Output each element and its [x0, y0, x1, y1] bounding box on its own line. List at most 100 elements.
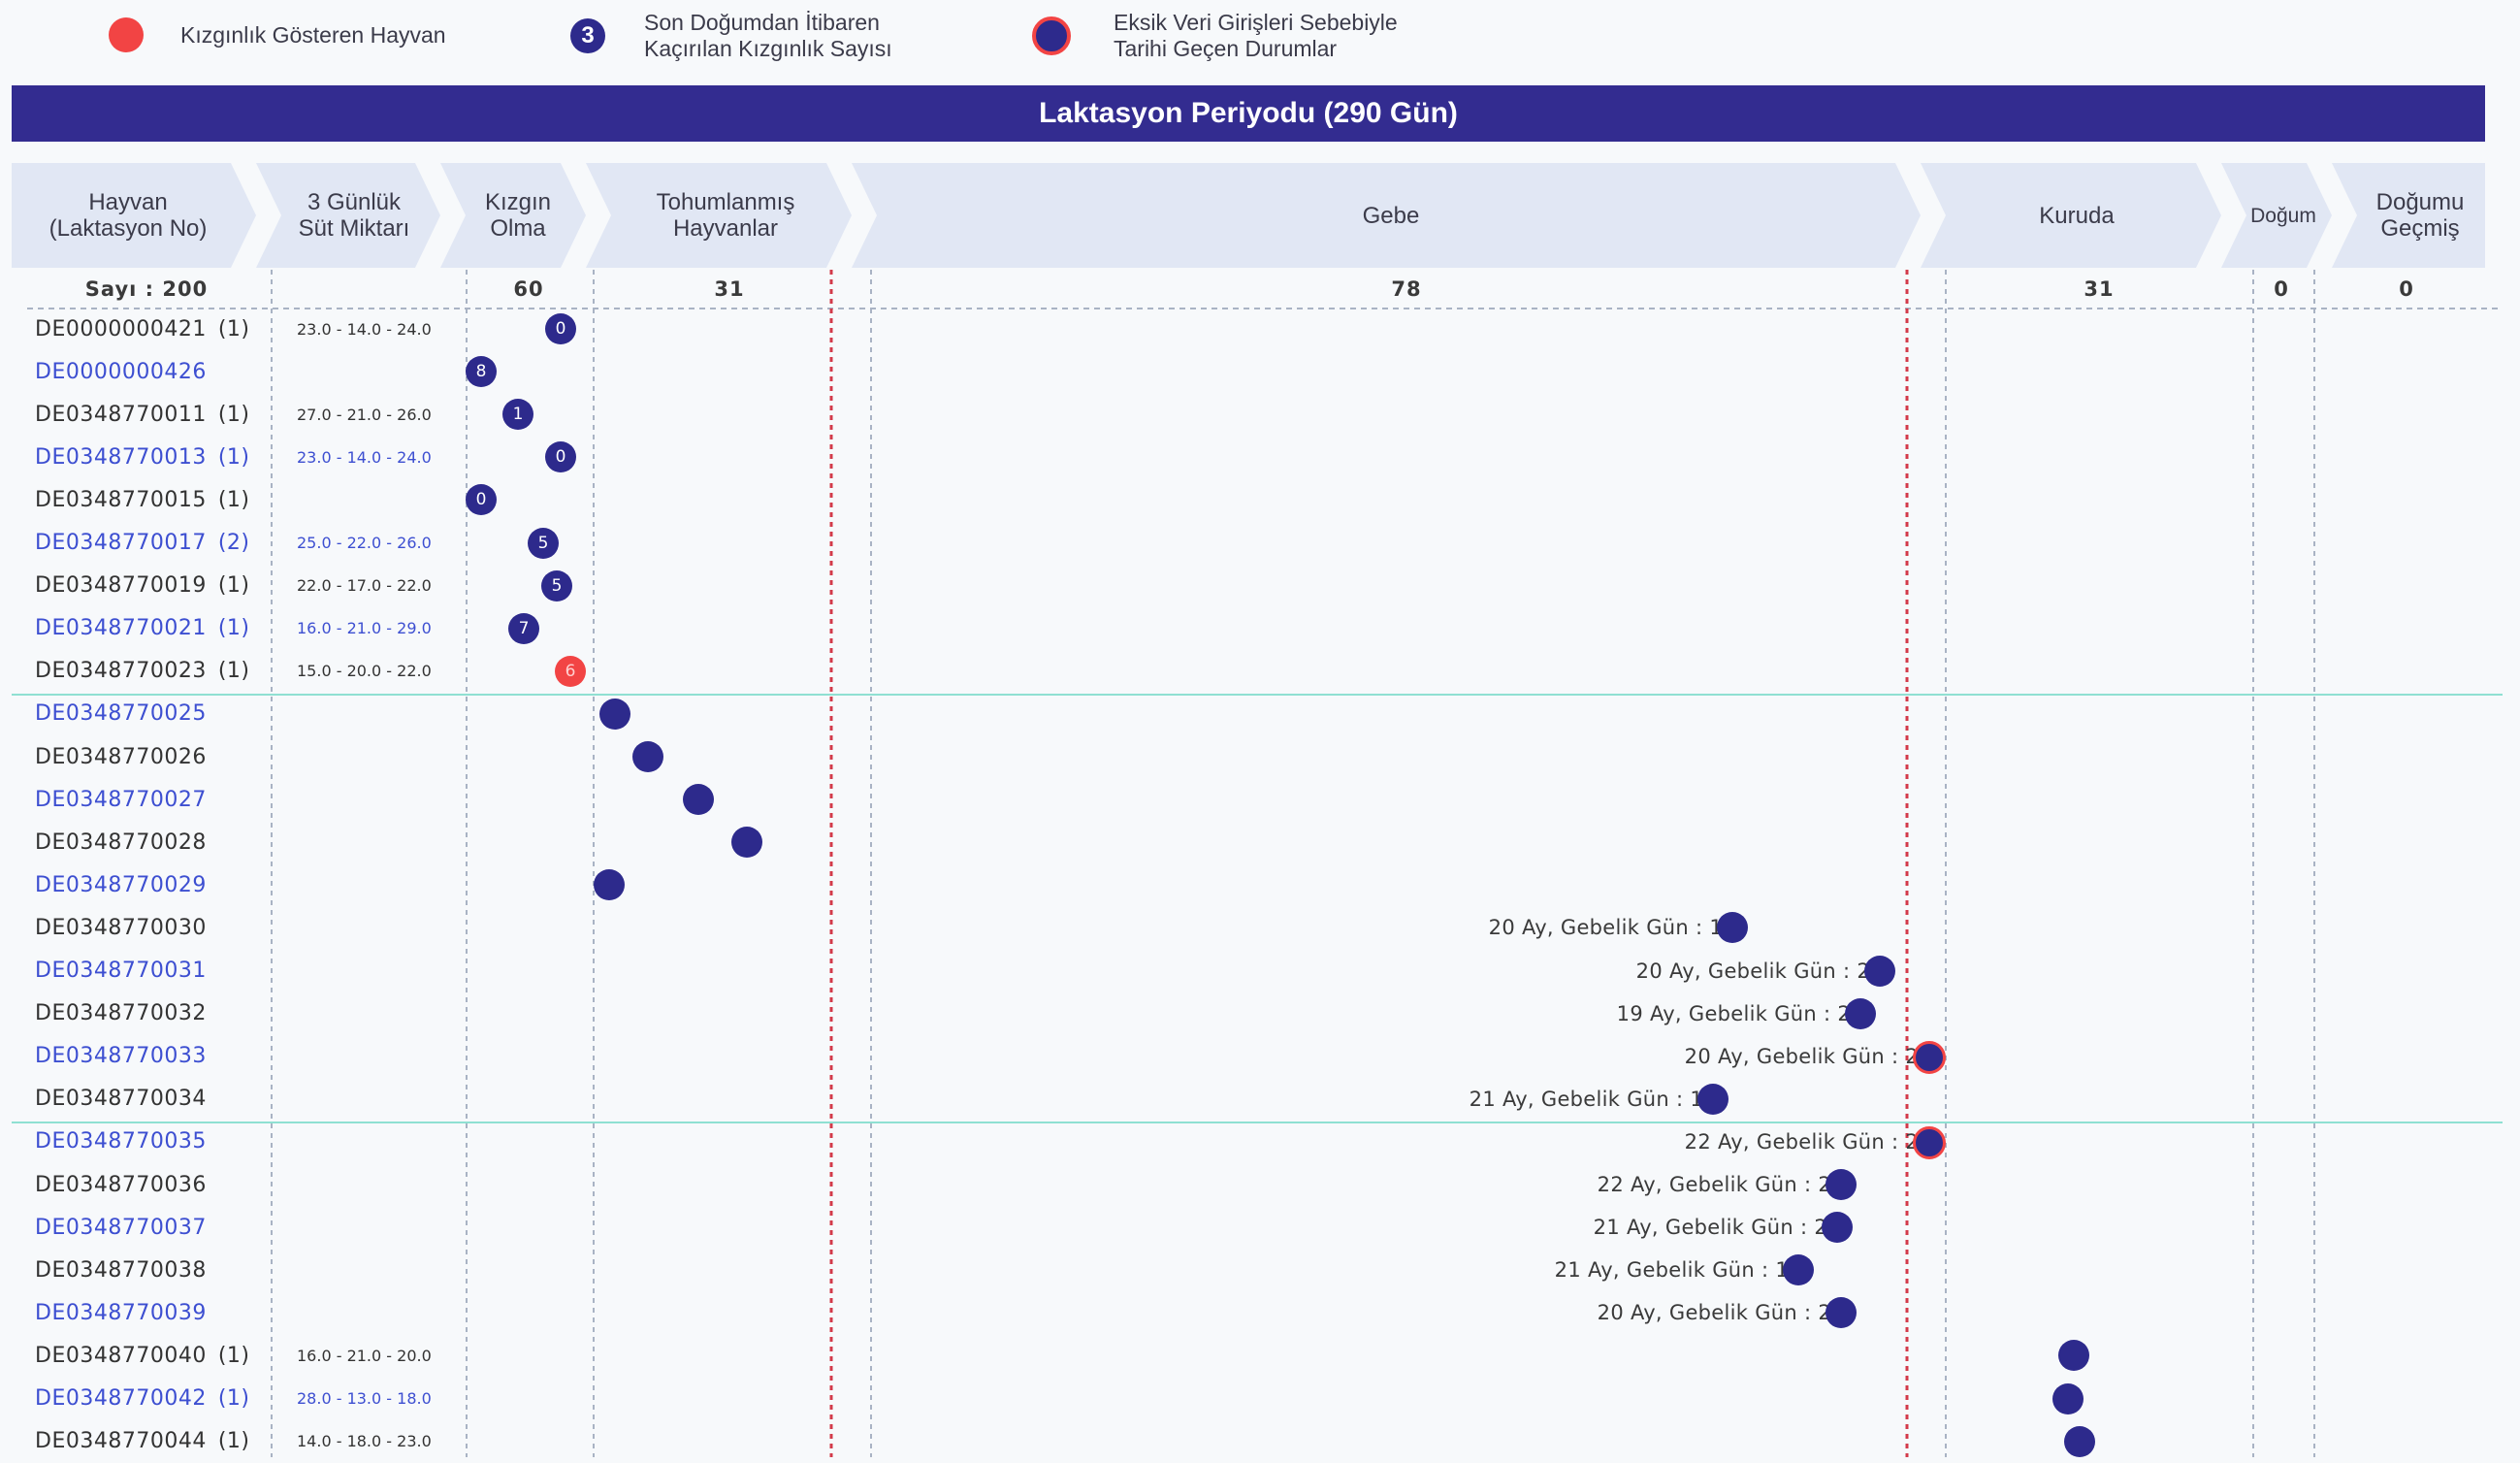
- table-row[interactable]: DE0348770021 (1) 16.0 - 21.0 - 29.0 7: [0, 607, 2520, 650]
- table-row[interactable]: DE0348770019 (1) 22.0 - 17.0 - 22.0 5: [0, 565, 2520, 607]
- missed-heat-count-marker[interactable]: 0: [545, 313, 576, 344]
- animal-id-link[interactable]: DE0348770038: [35, 1249, 207, 1291]
- lactation-number: (1): [217, 1343, 250, 1368]
- animal-id-link[interactable]: DE0348770037: [35, 1206, 207, 1249]
- animal-id-link[interactable]: DE0348770019 (1): [35, 565, 249, 607]
- missed-heat-count-marker[interactable]: 0: [466, 484, 497, 516]
- table-row[interactable]: DE0348770042 (1) 28.0 - 13.0 - 18.0: [0, 1378, 2520, 1420]
- status-marker[interactable]: [1864, 955, 1895, 987]
- table-row[interactable]: DE0348770036 22 Ay, Gebelik Gün : 2: [0, 1163, 2520, 1206]
- missed-heat-count-marker[interactable]: 8: [466, 356, 497, 388]
- status-marker[interactable]: [1822, 1212, 1853, 1244]
- milk-amount: 16.0 - 21.0 - 29.0: [297, 619, 432, 638]
- status-marker[interactable]: [2064, 1425, 2095, 1457]
- table-row[interactable]: DE0348770031 20 Ay, Gebelik Gün : 2: [0, 950, 2520, 992]
- animal-id-link[interactable]: DE0348770036: [35, 1163, 207, 1206]
- animal-id-link[interactable]: DE0348770042 (1): [35, 1378, 249, 1420]
- animal-id-link[interactable]: DE0348770023 (1): [35, 650, 249, 693]
- animal-id-link[interactable]: DE0348770011 (1): [35, 393, 249, 436]
- overdue-dot-icon: [1032, 16, 1071, 55]
- inseminated-count: 31: [714, 277, 745, 301]
- status-marker[interactable]: [1825, 1297, 1857, 1329]
- animal-id-link[interactable]: DE0348770013 (1): [35, 436, 249, 478]
- overdue-marker[interactable]: [1913, 1040, 1946, 1074]
- status-marker[interactable]: [599, 698, 630, 730]
- animal-id-link[interactable]: DE0348770031: [35, 950, 207, 992]
- table-row[interactable]: DE0348770038 21 Ay, Gebelik Gün : 1: [0, 1249, 2520, 1291]
- status-marker[interactable]: [1783, 1254, 1814, 1286]
- missed-heat-count-marker[interactable]: 5: [528, 527, 559, 559]
- stage-birth-shape: [2221, 163, 2332, 268]
- animal-id-link[interactable]: DE0348770015 (1): [35, 478, 249, 521]
- animal-id-link[interactable]: DE0000000421 (1): [35, 308, 249, 350]
- status-marker[interactable]: [1845, 997, 1876, 1029]
- table-row[interactable]: DE0348770025: [0, 693, 2520, 735]
- animal-id: DE0348770013: [35, 444, 207, 470]
- pregnancy-info: 22 Ay, Gebelik Gün : 2: [1597, 1173, 1831, 1196]
- table-row[interactable]: DE0348770039 20 Ay, Gebelik Gün : 2: [0, 1291, 2520, 1334]
- table-row[interactable]: DE0348770013 (1) 23.0 - 14.0 - 24.0 0: [0, 436, 2520, 478]
- animal-id-link[interactable]: DE0348770027: [35, 778, 207, 821]
- animal-id-link[interactable]: DE0348770026: [35, 735, 207, 778]
- animal-id-link[interactable]: DE0348770039: [35, 1291, 207, 1334]
- animal-id-link[interactable]: DE0348770029: [35, 863, 207, 906]
- table-row[interactable]: DE0348770017 (2) 25.0 - 22.0 - 26.0 5: [0, 522, 2520, 565]
- animal-id-link[interactable]: DE0348770033: [35, 1035, 207, 1078]
- status-marker[interactable]: [1697, 1083, 1728, 1115]
- legend: Kızgınlık Gösteren Hayvan 3 Son Doğumdan…: [0, 0, 2520, 85]
- animal-id-link[interactable]: DE0348770040 (1): [35, 1334, 249, 1377]
- animal-id-link[interactable]: DE0348770025: [35, 693, 207, 735]
- table-row[interactable]: DE0000000426 8: [0, 350, 2520, 393]
- legend-overdue-line1: Eksik Veri Girişleri Sebebiyle: [1114, 10, 1398, 35]
- status-marker[interactable]: [683, 784, 714, 816]
- table-row[interactable]: DE0000000421 (1) 23.0 - 14.0 - 24.0 0: [0, 308, 2520, 350]
- missed-heat-count-marker[interactable]: 7: [508, 612, 539, 644]
- table-row[interactable]: DE0348770032 19 Ay, Gebelik Gün : 2: [0, 992, 2520, 1035]
- animal-id-link[interactable]: DE0348770044 (1): [35, 1420, 249, 1463]
- table-row[interactable]: DE0348770030 20 Ay, Gebelik Gün : 1: [0, 906, 2520, 949]
- table-row[interactable]: DE0348770026: [0, 735, 2520, 778]
- milk-amount: 22.0 - 17.0 - 22.0: [297, 576, 432, 596]
- animal-id-link[interactable]: DE0348770028: [35, 821, 207, 863]
- stage-inseminated: Tohumlanmış Hayvanlar: [656, 189, 795, 242]
- animal-id: DE0348770042: [35, 1386, 207, 1411]
- table-row[interactable]: DE0348770037 21 Ay, Gebelik Gün : 2: [0, 1206, 2520, 1249]
- heat-count: 60: [513, 277, 544, 301]
- animal-id-link[interactable]: DE0348770021 (1): [35, 607, 249, 650]
- table-row[interactable]: DE0348770011 (1) 27.0 - 21.0 - 26.0 1: [0, 393, 2520, 436]
- missed-heat-count-marker[interactable]: 5: [541, 569, 572, 601]
- lactation-number: (2): [217, 531, 250, 555]
- overdue-marker[interactable]: [1913, 1125, 1946, 1159]
- table-row[interactable]: DE0348770033 20 Ay, Gebelik Gün : 2: [0, 1035, 2520, 1078]
- table-row[interactable]: DE0348770023 (1) 15.0 - 20.0 - 22.0 6: [0, 650, 2520, 693]
- estrus-marker[interactable]: 6: [555, 655, 586, 687]
- status-marker[interactable]: [2052, 1382, 2084, 1414]
- animal-id-link[interactable]: DE0348770035: [35, 1121, 207, 1163]
- legend-overdue: Eksik Veri Girişleri Sebebiyle Tarihi Ge…: [1032, 10, 1398, 62]
- status-marker[interactable]: [1825, 1169, 1857, 1200]
- animal-id-link[interactable]: DE0348770030: [35, 906, 207, 949]
- animal-id: DE0348770032: [35, 1001, 207, 1026]
- table-row[interactable]: DE0348770027: [0, 778, 2520, 821]
- table-row[interactable]: DE0348770035 22 Ay, Gebelik Gün : 2: [0, 1121, 2520, 1163]
- missed-heat-count-marker[interactable]: 1: [502, 399, 533, 431]
- animal-id-link[interactable]: DE0000000426: [35, 350, 207, 393]
- missed-heat-count-marker[interactable]: 0: [545, 441, 576, 473]
- animal-id-link[interactable]: DE0348770034: [35, 1078, 207, 1121]
- animal-id: DE0348770019: [35, 573, 207, 599]
- table-row[interactable]: DE0348770029: [0, 863, 2520, 906]
- status-marker[interactable]: [1717, 912, 1748, 944]
- table-row[interactable]: DE0348770015 (1) 0: [0, 478, 2520, 521]
- table-row[interactable]: DE0348770044 (1) 14.0 - 18.0 - 23.0: [0, 1420, 2520, 1463]
- lactation-number: (1): [217, 1429, 250, 1454]
- status-marker[interactable]: [594, 869, 625, 901]
- status-marker[interactable]: [2058, 1340, 2089, 1372]
- table-row[interactable]: DE0348770034 21 Ay, Gebelik Gün : 1: [0, 1078, 2520, 1121]
- animal-id-link[interactable]: DE0348770017 (2): [35, 522, 249, 565]
- legend-missed: 3 Son Doğumdan İtibaren Kaçırılan Kızgın…: [570, 10, 892, 62]
- table-row[interactable]: DE0348770028: [0, 821, 2520, 863]
- animal-id-link[interactable]: DE0348770032: [35, 992, 207, 1035]
- status-marker[interactable]: [731, 827, 762, 859]
- status-marker[interactable]: [632, 741, 663, 772]
- table-row[interactable]: DE0348770040 (1) 16.0 - 21.0 - 20.0: [0, 1334, 2520, 1377]
